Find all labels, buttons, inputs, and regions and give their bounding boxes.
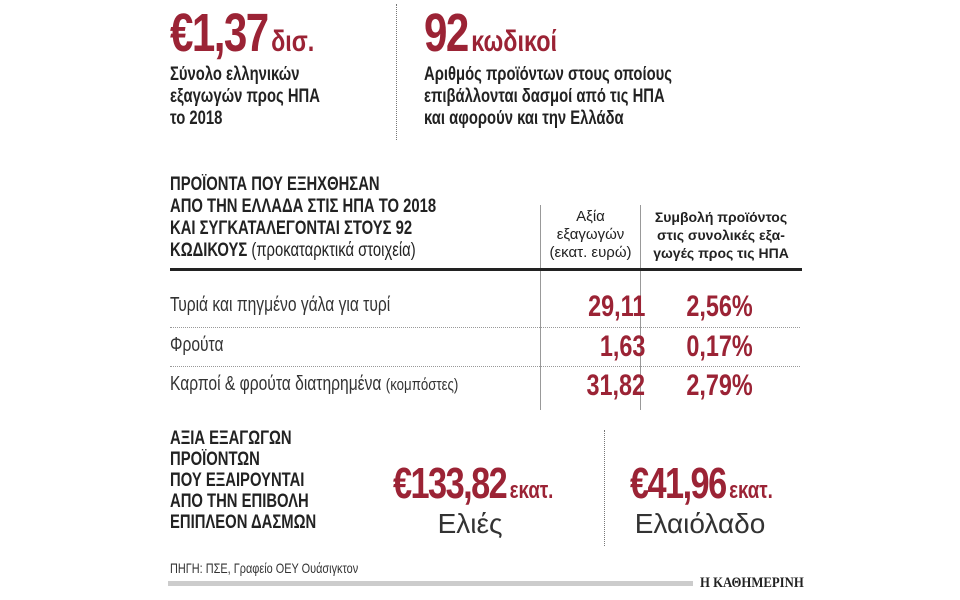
export-share: 0,17% bbox=[686, 330, 754, 363]
stat-total-description: Σύνολο ελληνικών εξαγωγών προς ΗΠΑ το 20… bbox=[170, 64, 320, 129]
table-row: Φρούτα 1,63 0,17% bbox=[170, 328, 800, 364]
brand-logo: Η ΚΑΘΗΜΕΡΙΝΗ bbox=[700, 575, 804, 591]
olives-value: €133,82 εκατ. bbox=[393, 459, 554, 508]
stat-codes-description: Αριθμός προϊόντων στους οποίους επιβάλλο… bbox=[424, 64, 672, 129]
column-divider bbox=[540, 205, 541, 410]
exempt-title: ΑΞΙΑ ΕΞΑΓΩΓΩΝ ΠΡΟΪΟΝΤΩΝ ΠΟΥ ΕΞΑΙΡΟΥΝΤΑΙ … bbox=[170, 428, 317, 533]
column-divider bbox=[640, 205, 641, 410]
table-title: ΠΡΟΪΟΝΤΑ ΠΟΥ ΕΞΗΧΘΗΣΑΝ ΑΠΟ ΤΗΝ ΕΛΛΑΔΑ ΣΤ… bbox=[170, 174, 437, 261]
row-separator bbox=[170, 366, 800, 367]
product-name: Φρούτα bbox=[170, 334, 224, 356]
stat-value: €1,37 δισ. bbox=[170, 3, 315, 63]
stat-codes: 92 κωδικοί bbox=[424, 3, 558, 63]
export-share: 2,79% bbox=[686, 369, 754, 402]
olive-oil-value: €41,96 εκατ. bbox=[630, 459, 773, 508]
column-header-share: Συμβολή προϊόντος στις συνολικές εξα- γω… bbox=[653, 209, 789, 261]
source-note: ΠΗΓΗ: ΠΣΕ, Γραφείο ΟΕΥ Ουάσιγκτον bbox=[170, 560, 359, 576]
divider bbox=[604, 430, 605, 546]
export-value: 29,11 bbox=[587, 290, 645, 323]
olives-label: Ελιές bbox=[437, 508, 503, 539]
column-header-value: Αξία εξαγωγών (εκατ. ευρώ) bbox=[549, 208, 632, 261]
export-share: 2,56% bbox=[686, 290, 754, 323]
stat-total-exports: €1,37 δισ. bbox=[170, 6, 355, 60]
table-row: Τυριά και πηγμένο γάλα για τυρί 29,11 2,… bbox=[170, 288, 800, 324]
product-name: Καρποί & φρούτα διατηρημένα (κομπόστες) bbox=[170, 373, 459, 395]
table-row: Καρποί & φρούτα διατηρημένα (κομπόστες) … bbox=[170, 367, 800, 403]
product-name: Τυριά και πηγμένο γάλα για τυρί bbox=[170, 294, 391, 316]
olive-oil-label: Ελαιόλαδο bbox=[634, 508, 766, 539]
footer-bar bbox=[168, 581, 693, 586]
header-rule bbox=[170, 268, 802, 271]
row-separator bbox=[170, 327, 800, 328]
export-value: 31,82 bbox=[586, 369, 645, 402]
divider bbox=[396, 4, 397, 140]
export-value: 1,63 bbox=[599, 330, 645, 363]
